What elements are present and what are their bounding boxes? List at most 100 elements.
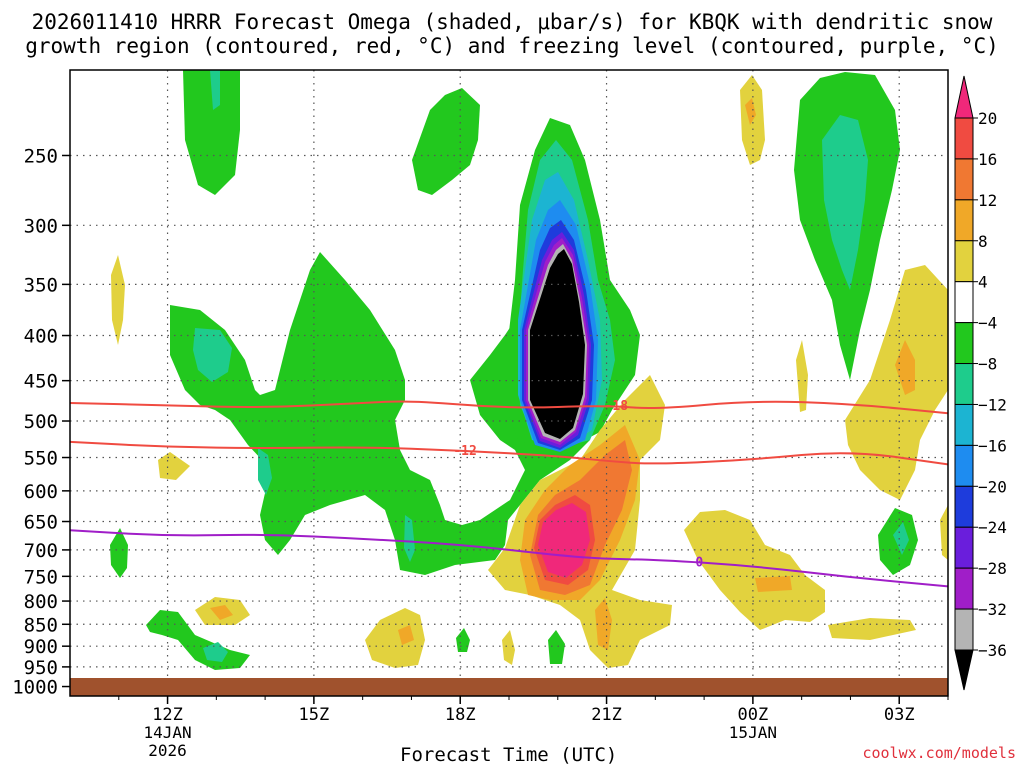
teal-region-right bbox=[822, 115, 868, 290]
x-tick-sublabel-00Z: 15JAN bbox=[729, 723, 777, 742]
colorbar-bin-10 bbox=[954, 485, 974, 528]
yellow-region-farright bbox=[845, 265, 948, 500]
colorbar-label-12: −32 bbox=[978, 600, 1007, 619]
y-tick-label-850: 850 bbox=[24, 614, 58, 636]
green-blob-c bbox=[456, 628, 470, 652]
colorbar-bin-11 bbox=[954, 526, 974, 569]
colorbar-label-10: −24 bbox=[978, 518, 1007, 537]
green-blob-a bbox=[110, 528, 128, 578]
x-tick-sublabel2-12Z: 2026 bbox=[148, 741, 187, 760]
x-tick-label-21Z: 21Z bbox=[591, 705, 622, 725]
teal-patch-left bbox=[193, 328, 232, 382]
y-tick-label-250: 250 bbox=[24, 145, 58, 167]
colorbar-label-5: −4 bbox=[978, 314, 997, 333]
teal-blob-e bbox=[893, 522, 909, 555]
colorbar-bin-8 bbox=[954, 403, 974, 446]
chart-title-line2: growth region (contoured, red, °C) and f… bbox=[25, 34, 999, 58]
yellow-sliver-right bbox=[940, 505, 948, 560]
x-axis-title: Forecast Time (UTC) bbox=[400, 744, 618, 766]
colorbar: 20 16 12 8 4 −4 −8 −12 −16 −20 −24 −28 −32 −36 bbox=[954, 75, 1007, 691]
y-tick-label-350: 350 bbox=[24, 274, 58, 296]
x-tick-label-03Z: 03Z bbox=[884, 705, 915, 725]
yellow-blob-g bbox=[796, 340, 808, 412]
contours: -18 -12 0 bbox=[70, 399, 948, 588]
teal-blob-b bbox=[203, 642, 228, 662]
colorbar-label-8: −16 bbox=[978, 436, 1007, 455]
y-tick-label-650: 650 bbox=[24, 512, 58, 534]
orange-blob-d bbox=[398, 625, 414, 645]
grid bbox=[70, 70, 948, 696]
yellow-blob-d bbox=[365, 608, 425, 668]
x-tick-label-15Z: 15Z bbox=[299, 705, 330, 725]
colorbar-bin-9 bbox=[954, 444, 974, 487]
colorbar-bin-3 bbox=[954, 199, 974, 242]
colorbar-label-3: 8 bbox=[978, 232, 988, 251]
colorbar-label-1: 16 bbox=[978, 150, 997, 169]
orange-blob-farright bbox=[895, 340, 915, 395]
colorbar-bin-13 bbox=[954, 608, 974, 651]
credit-link[interactable]: coolwx.com/models bbox=[862, 744, 1016, 762]
colorbar-label-4: 4 bbox=[978, 273, 988, 292]
yellow-blob-b bbox=[158, 452, 190, 480]
y-tick-label-800: 800 bbox=[24, 591, 58, 613]
green-blob-18z bbox=[412, 88, 480, 195]
green-column-topleft bbox=[183, 70, 240, 195]
terrain-ground bbox=[70, 678, 948, 696]
contour-line-0 bbox=[70, 400, 948, 415]
colorbar-bin-2 bbox=[954, 158, 974, 201]
y-tick-label-950: 950 bbox=[24, 657, 58, 679]
green-region-main bbox=[170, 252, 595, 575]
teal-patch-left-low bbox=[258, 448, 272, 495]
y-tick-label-400: 400 bbox=[24, 326, 58, 348]
contour-line-2 bbox=[70, 529, 948, 588]
colorbar-label-9: −20 bbox=[978, 477, 1007, 496]
y-tick-label-500: 500 bbox=[24, 411, 58, 433]
y-tick-label-750: 750 bbox=[24, 566, 58, 588]
y-tick-label-550: 550 bbox=[24, 448, 58, 470]
y-tick-label-450: 450 bbox=[24, 371, 58, 393]
black-core bbox=[530, 249, 585, 439]
colorbar-bin-6 bbox=[954, 322, 974, 365]
orange-blob-right bbox=[755, 576, 792, 592]
yellow-blob-i bbox=[828, 618, 916, 640]
yellow-region-right bbox=[684, 510, 825, 630]
x-tick-sublabel-12Z: 14JAN bbox=[143, 723, 191, 742]
colorbar-label-11: −28 bbox=[978, 559, 1007, 578]
colorbar-label-2: 12 bbox=[978, 191, 997, 210]
contour-label-1: -12 bbox=[453, 444, 476, 459]
colorbar-label-13: −36 bbox=[978, 641, 1007, 660]
contour-line-1 bbox=[70, 440, 948, 466]
colorbar-label-6: −8 bbox=[978, 355, 997, 374]
green-blob-d bbox=[548, 630, 565, 664]
x-tick-label-00Z: 00Z bbox=[738, 705, 769, 725]
x-tick-label-12Z: 12Z bbox=[152, 705, 183, 725]
y-axis: 2503003504004505005506006507007508008509… bbox=[12, 145, 70, 699]
colorbar-bin-4 bbox=[954, 240, 974, 283]
contour-label-0: -18 bbox=[605, 399, 629, 414]
colorbar-bin-1 bbox=[954, 117, 974, 160]
colorbar-bin-5 bbox=[954, 281, 974, 324]
y-tick-label-900: 900 bbox=[24, 636, 58, 658]
y-tick-label-600: 600 bbox=[24, 481, 58, 503]
colorbar-bin-14 bbox=[954, 649, 974, 691]
chart-title-line1: 2026011410 HRRR Forecast Omega (shaded, … bbox=[31, 10, 993, 34]
x-tick-label-18Z: 18Z bbox=[445, 705, 476, 725]
orange-blob-f bbox=[745, 98, 756, 125]
colorbar-label-0: 20 bbox=[978, 109, 997, 128]
omega-shading bbox=[110, 70, 948, 670]
y-tick-label-1000: 1000 bbox=[12, 677, 58, 699]
yellow-blob-a bbox=[111, 255, 125, 345]
teal-patch-mid bbox=[404, 515, 415, 562]
contour-label-2: 0 bbox=[695, 556, 703, 571]
y-tick-label-700: 700 bbox=[24, 540, 58, 562]
orange-blob-c bbox=[210, 605, 233, 620]
colorbar-label-7: −12 bbox=[978, 395, 1007, 414]
colorbar-bin-12 bbox=[954, 567, 974, 610]
colorbar-bin-0 bbox=[954, 75, 974, 119]
colorbar-bin-7 bbox=[954, 363, 974, 405]
y-tick-label-300: 300 bbox=[24, 215, 58, 237]
yellow-blob-e bbox=[502, 630, 515, 665]
teal-column-topleft bbox=[210, 70, 220, 110]
